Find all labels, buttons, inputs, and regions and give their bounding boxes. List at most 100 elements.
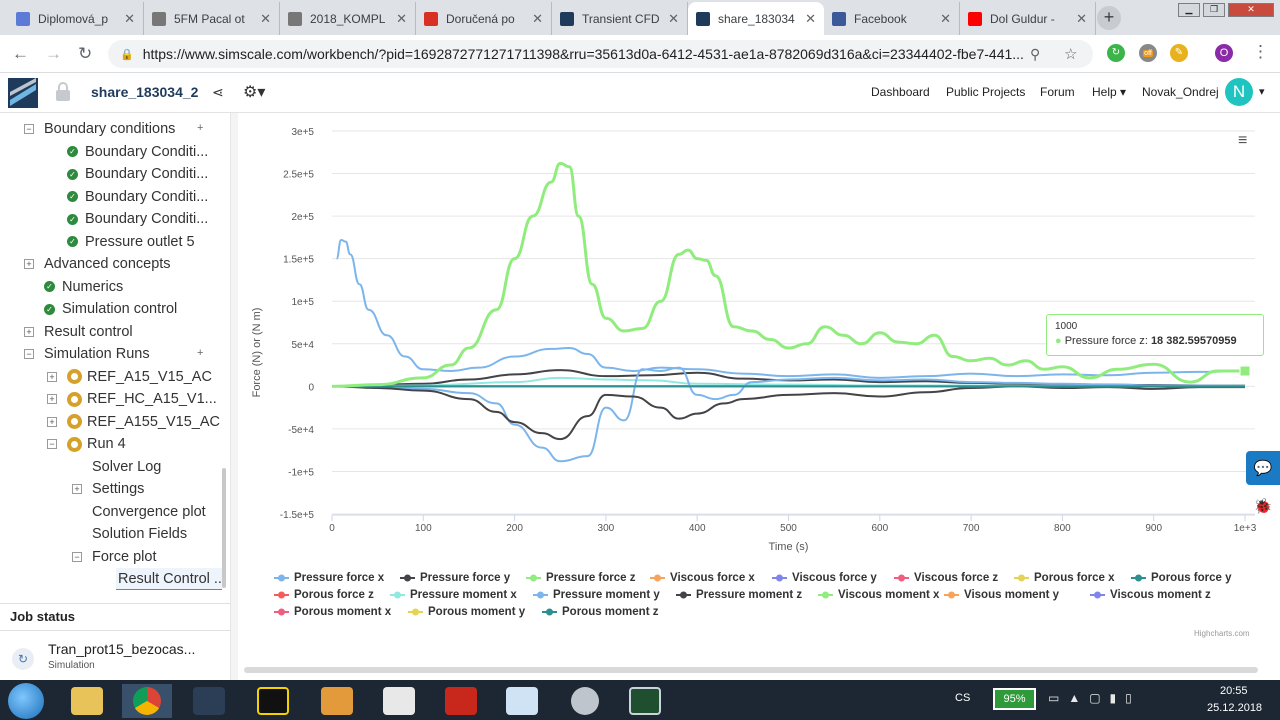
settings-gear-icon[interactable]: ⚙▾ bbox=[243, 84, 266, 101]
zoom-search-icon[interactable]: ⚲ bbox=[1030, 45, 1041, 62]
user-avatar[interactable]: N bbox=[1225, 78, 1253, 106]
tree-item[interactable]: Solution Fields bbox=[92, 523, 222, 545]
tree-toggle[interactable]: + bbox=[47, 394, 57, 404]
tree-item[interactable]: ✓ Boundary Conditi... bbox=[67, 208, 222, 230]
legend-item[interactable]: Visous moment y bbox=[944, 589, 1059, 601]
tree-toggle[interactable]: + bbox=[72, 484, 82, 494]
reload-icon[interactable]: ↻ bbox=[78, 44, 93, 63]
battery-indicator[interactable]: 95% bbox=[993, 688, 1036, 710]
tab-5[interactable]: Transient CFD ✕ bbox=[552, 2, 688, 35]
taskbar-app-5[interactable] bbox=[374, 684, 424, 718]
legend-item[interactable]: Pressure force x bbox=[274, 572, 384, 584]
legend-item[interactable]: Viscous moment x bbox=[818, 589, 939, 601]
nav-public-projects[interactable]: Public Projects bbox=[946, 85, 1026, 99]
taskbar-app-v[interactable] bbox=[436, 684, 486, 718]
tab-6[interactable]: share_183034 ✕ bbox=[688, 2, 824, 35]
tree-toggle[interactable]: − bbox=[24, 124, 34, 134]
tab-1[interactable]: Diplomová_p ✕ bbox=[8, 2, 144, 35]
tree-item[interactable]: REF_A155_V15_AC bbox=[67, 411, 222, 433]
tab-close-icon[interactable]: ✕ bbox=[940, 10, 951, 26]
nav-forum[interactable]: Forum bbox=[1040, 85, 1075, 99]
legend-item[interactable]: Pressure force y bbox=[400, 572, 510, 584]
legend-item[interactable]: Viscous moment z bbox=[1090, 589, 1211, 601]
tree-item[interactable]: Convergence plot bbox=[92, 501, 222, 523]
legend-item[interactable]: Viscous force z bbox=[894, 572, 998, 584]
chart-menu-icon[interactable]: ≡ bbox=[1238, 132, 1248, 149]
tree-item[interactable]: Run 4 bbox=[67, 433, 222, 455]
back-icon[interactable]: ← bbox=[12, 44, 29, 63]
taskbar-date[interactable]: 25.12.2018 bbox=[1207, 702, 1263, 714]
taskbar-time[interactable]: 20:55 bbox=[1220, 685, 1248, 697]
extension-off-icon[interactable]: off bbox=[1139, 44, 1157, 62]
legend-item[interactable]: Viscous force y bbox=[772, 572, 877, 584]
tree-item[interactable]: Boundary conditions bbox=[44, 118, 222, 140]
legend-item[interactable]: Pressure force z bbox=[526, 572, 636, 584]
refresh-icon[interactable]: ↻ bbox=[12, 648, 34, 670]
tab-close-icon[interactable]: ✕ bbox=[532, 10, 543, 26]
username[interactable]: Novak_Ondrej bbox=[1142, 85, 1219, 99]
tree-item[interactable]: ✓ Boundary Conditi... bbox=[67, 141, 222, 163]
profile-avatar[interactable]: O bbox=[1215, 44, 1233, 62]
extension-color-icon[interactable]: ✎ bbox=[1170, 44, 1188, 62]
add-icon[interactable]: + bbox=[197, 122, 204, 134]
taskbar-app-monitor[interactable] bbox=[620, 684, 670, 718]
tree-toggle[interactable]: + bbox=[47, 371, 57, 382]
maximize-button[interactable]: ❐ bbox=[1203, 3, 1225, 17]
forward-icon[interactable]: → bbox=[45, 44, 62, 63]
tab-7[interactable]: Facebook ✕ bbox=[824, 2, 960, 35]
tree-toggle[interactable]: + bbox=[24, 326, 34, 337]
legend-item[interactable]: Porous force x bbox=[1014, 572, 1115, 584]
menu-dots-icon[interactable]: ⋮ bbox=[1252, 42, 1269, 61]
tree-item[interactable]: ✓ Simulation control bbox=[44, 298, 222, 320]
close-window-button[interactable]: ✕ bbox=[1228, 3, 1274, 17]
legend-item[interactable]: Porous moment y bbox=[408, 606, 525, 618]
bookmark-star-icon[interactable]: ☆ bbox=[1064, 46, 1078, 63]
chat-button[interactable]: 💬 bbox=[1246, 451, 1280, 485]
tree-item[interactable]: REF_HC_A15_V1... bbox=[67, 388, 222, 410]
legend-item[interactable]: Porous force z bbox=[274, 589, 374, 601]
legend-item[interactable]: Porous moment x bbox=[274, 606, 391, 618]
legend-item[interactable]: Pressure moment x bbox=[390, 589, 517, 601]
language-indicator[interactable]: CS bbox=[955, 692, 971, 704]
taskbar-app-doc[interactable] bbox=[497, 684, 547, 718]
bug-report-button[interactable]: 🐞 bbox=[1246, 489, 1280, 523]
nav-help[interactable]: Help ▾ bbox=[1092, 85, 1126, 99]
taskbar-inventor[interactable] bbox=[312, 684, 362, 718]
taskbar-app-yellow[interactable] bbox=[248, 684, 298, 718]
tab-2[interactable]: 5FM Pacal ot ✕ bbox=[144, 2, 280, 35]
tree-toggle[interactable]: − bbox=[24, 349, 34, 359]
tree-item[interactable]: REF_A15_V15_AC bbox=[67, 366, 222, 388]
tree-item[interactable]: ✓ Boundary Conditi... bbox=[67, 163, 222, 185]
legend-item[interactable]: Porous moment z bbox=[542, 606, 658, 618]
tab-close-icon[interactable]: ✕ bbox=[396, 10, 407, 26]
horizontal-scrollbar[interactable] bbox=[244, 667, 1258, 673]
tab-3[interactable]: 2018_KOMPL ✕ bbox=[280, 2, 416, 35]
sidebar-splitter[interactable] bbox=[230, 113, 238, 680]
tree-item[interactable]: Force plot bbox=[92, 546, 222, 568]
share-icon[interactable]: ⋖ bbox=[212, 84, 224, 100]
tree-toggle[interactable]: − bbox=[47, 439, 57, 449]
sidebar-scrollbar[interactable] bbox=[222, 468, 226, 588]
start-button[interactable] bbox=[8, 683, 44, 719]
legend-item[interactable]: Pressure moment z bbox=[676, 589, 802, 601]
tree-item[interactable]: Advanced concepts bbox=[44, 253, 222, 275]
tree-item[interactable]: Settings bbox=[92, 478, 222, 500]
taskbar-solidworks[interactable] bbox=[184, 684, 234, 718]
tree-item[interactable]: ✓ Numerics bbox=[44, 276, 222, 298]
taskbar-app-speaker[interactable] bbox=[560, 684, 610, 718]
tree-item[interactable]: Simulation Runs bbox=[44, 343, 222, 365]
tree-toggle[interactable]: + bbox=[47, 416, 57, 427]
extension-green-icon[interactable]: ↻ bbox=[1107, 44, 1125, 62]
tab-close-icon[interactable]: ✕ bbox=[805, 10, 816, 26]
tab-close-icon[interactable]: ✕ bbox=[124, 10, 135, 26]
tree-toggle[interactable]: + bbox=[24, 259, 34, 269]
tree-item[interactable]: ✓ Pressure outlet 5 bbox=[67, 231, 222, 253]
minimize-button[interactable]: ▁ bbox=[1178, 3, 1200, 17]
tree-toggle[interactable]: − bbox=[72, 551, 82, 562]
tab-4[interactable]: Doručená po ✕ bbox=[416, 2, 552, 35]
tab-close-icon[interactable]: ✕ bbox=[1076, 10, 1087, 26]
tree-item[interactable]: Result control bbox=[44, 321, 222, 343]
tree-item[interactable]: ✓ Boundary Conditi... bbox=[67, 186, 222, 208]
new-tab-button[interactable]: + bbox=[1097, 6, 1121, 30]
tree-item[interactable]: Result Control ... bbox=[116, 568, 222, 590]
